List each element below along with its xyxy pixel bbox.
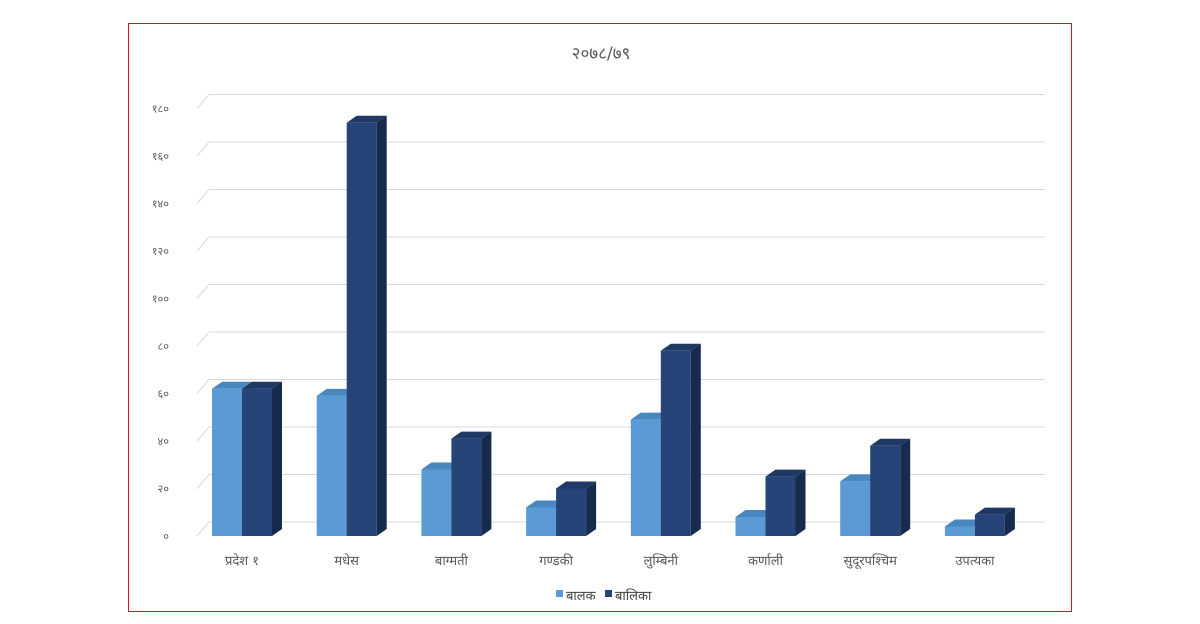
bar bbox=[840, 481, 871, 536]
y-tick-label: ० bbox=[163, 530, 169, 543]
y-tick-label: १२० bbox=[152, 245, 169, 258]
gridline bbox=[196, 379, 1045, 394]
bar-side-face bbox=[272, 381, 282, 536]
bar bbox=[526, 507, 557, 536]
bar-top-face bbox=[526, 500, 567, 508]
gridlines bbox=[196, 94, 1045, 537]
bar-side-face bbox=[586, 481, 597, 536]
bar-top-face bbox=[660, 343, 701, 351]
x-category-label: गण्डकी bbox=[539, 553, 573, 569]
legend-label: बालक bbox=[566, 589, 597, 604]
bar bbox=[944, 526, 975, 536]
x-category-label: बाग्मती bbox=[435, 553, 469, 569]
x-category-label: मधेस bbox=[334, 553, 359, 569]
chart-frame: २०७८/७९ ० २० ४० ६० ८० १०० १२० १४० १६० १८० प्रदेश … bbox=[128, 23, 1072, 612]
gridline bbox=[196, 474, 1045, 489]
bar-side-face bbox=[376, 115, 387, 536]
bar-top-face bbox=[556, 481, 597, 489]
x-category-label: सुदूरपश्चिम bbox=[844, 553, 898, 569]
y-tick-label: १८० bbox=[152, 103, 169, 116]
x-category-label: प्रदेश १ bbox=[225, 553, 259, 569]
bar-side-face bbox=[900, 438, 911, 536]
bar-side-face bbox=[481, 431, 492, 536]
gridline bbox=[196, 426, 1045, 442]
gridline bbox=[196, 331, 1045, 347]
bar bbox=[630, 419, 661, 536]
y-tick-label: ४० bbox=[158, 435, 170, 448]
bar bbox=[974, 514, 1005, 536]
y-tick-label: ८० bbox=[158, 340, 170, 353]
y-tick-label: २० bbox=[158, 483, 170, 496]
gridline bbox=[196, 94, 1045, 109]
gridline bbox=[196, 284, 1045, 299]
bar bbox=[451, 438, 482, 536]
x-axis-category-labels: प्रदेश १ मधेस बाग्मती गण्डकी लुम्बिनी कर्णाली… bbox=[225, 553, 995, 569]
bar bbox=[765, 476, 796, 536]
x-category-label: उपत्यका bbox=[955, 554, 995, 569]
y-tick-label: १०० bbox=[152, 293, 169, 306]
bar bbox=[660, 350, 691, 536]
x-category-label: लुम्बिनी bbox=[644, 553, 679, 569]
bar-top-face bbox=[765, 469, 806, 477]
bar-side-face bbox=[795, 469, 806, 536]
legend-swatch bbox=[605, 590, 612, 597]
bar-chart: २०७८/७९ ० २० ४० ६० ८० १०० १२० १४० १६० १८० प्रदेश … bbox=[152, 44, 1045, 604]
bar-top-face bbox=[451, 431, 492, 439]
legend-label: बालिका bbox=[615, 588, 652, 604]
y-tick-label: १६० bbox=[152, 150, 169, 163]
y-axis-tick-labels: ० २० ४० ६० ८० १०० १२० १४० १६० १८० bbox=[152, 103, 169, 544]
bar-top-face bbox=[212, 381, 252, 389]
bar bbox=[735, 517, 766, 536]
gridline bbox=[196, 141, 1045, 157]
chart-title: २०७८/७९ bbox=[572, 44, 631, 64]
gridline bbox=[196, 189, 1045, 204]
bar bbox=[870, 445, 901, 536]
y-tick-label: १४० bbox=[152, 198, 169, 211]
bar bbox=[316, 395, 347, 536]
bar-top-face bbox=[346, 115, 387, 123]
legend-swatch bbox=[556, 590, 563, 597]
bar-top-face bbox=[974, 507, 1015, 515]
bar-top-face bbox=[242, 381, 282, 389]
bar bbox=[346, 122, 377, 536]
y-tick-label: ६० bbox=[158, 388, 170, 401]
gridline bbox=[196, 236, 1045, 252]
bars bbox=[212, 115, 1015, 536]
bar bbox=[212, 388, 242, 536]
bar-top-face bbox=[870, 438, 911, 446]
bar bbox=[421, 469, 452, 536]
bar-side-face bbox=[1004, 507, 1015, 536]
legend: बालक बालिका bbox=[556, 588, 652, 604]
bar bbox=[556, 488, 587, 536]
x-category-label: कर्णाली bbox=[748, 553, 784, 569]
bar bbox=[242, 388, 272, 536]
bar-side-face bbox=[690, 343, 701, 536]
